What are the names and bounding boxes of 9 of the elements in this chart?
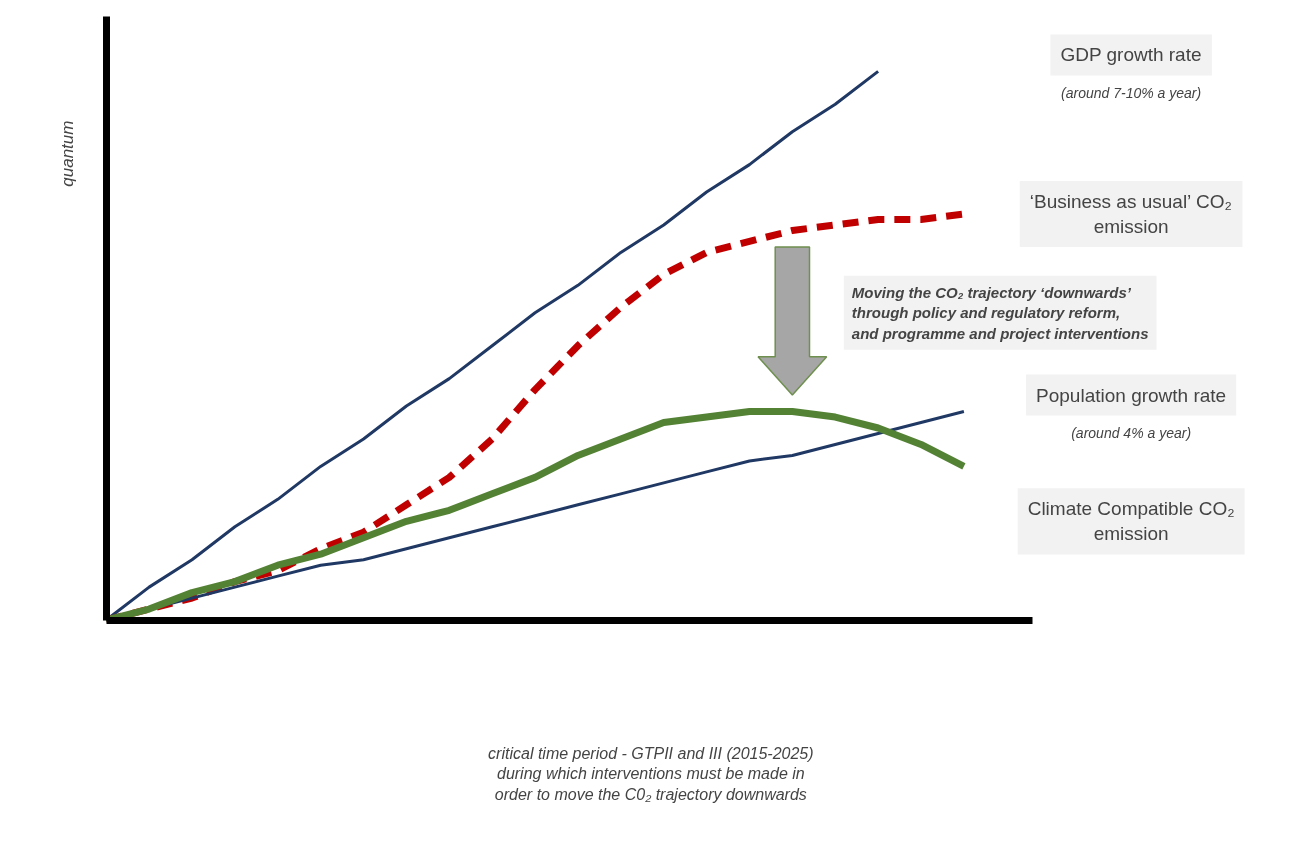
y-axis-title: quantum xyxy=(58,120,78,187)
text: (around 4% a year) xyxy=(1071,425,1192,442)
text: GDP growth rate xyxy=(1060,44,1202,66)
text: ‘Business as usual’ CO₂ emission xyxy=(1029,190,1232,238)
text: (around 7-10% a year) xyxy=(1061,85,1202,102)
text: Climate Compatible CO₂ emission xyxy=(1027,498,1235,545)
annotation: Moving the CO₂ trajectory ‘downwards’ through policy and regulatory reform, and programme and project interventions xyxy=(851,283,1149,342)
text: critical time period - GTPII and III (2015-2025) during which interventions must be made in order to move the C0₂ trajectory downwards xyxy=(488,744,814,803)
text: Population growth rate xyxy=(1036,384,1227,406)
